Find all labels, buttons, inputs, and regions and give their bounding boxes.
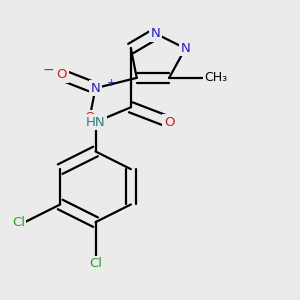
Text: O: O [84,111,95,124]
Text: O: O [164,116,174,128]
Text: N: N [91,82,100,95]
Text: CH₃: CH₃ [205,71,228,84]
Text: −: − [43,63,54,76]
Text: N: N [181,42,190,55]
Text: HN: HN [86,116,105,128]
Text: O: O [56,68,67,81]
Text: Cl: Cl [89,257,102,271]
Text: N: N [151,27,161,40]
Text: +: + [106,78,116,88]
Text: Cl: Cl [12,216,25,229]
